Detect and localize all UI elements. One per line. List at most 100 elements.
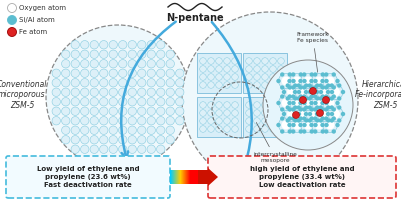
Circle shape: [301, 107, 306, 112]
Circle shape: [61, 79, 70, 87]
Circle shape: [8, 3, 16, 12]
Circle shape: [287, 79, 291, 83]
Circle shape: [245, 66, 252, 72]
Circle shape: [253, 102, 260, 108]
Circle shape: [275, 123, 280, 127]
Circle shape: [307, 96, 311, 101]
Circle shape: [281, 112, 286, 116]
Circle shape: [301, 72, 306, 77]
Circle shape: [290, 116, 295, 121]
Circle shape: [71, 88, 79, 96]
Circle shape: [80, 79, 89, 87]
Circle shape: [340, 90, 344, 94]
Circle shape: [90, 107, 98, 115]
Circle shape: [175, 117, 184, 125]
Circle shape: [290, 107, 295, 112]
Circle shape: [137, 136, 146, 144]
Circle shape: [320, 123, 324, 127]
Circle shape: [291, 79, 295, 83]
Circle shape: [156, 117, 164, 125]
Circle shape: [118, 41, 127, 49]
Circle shape: [308, 87, 317, 96]
Circle shape: [156, 145, 164, 153]
FancyBboxPatch shape: [188, 170, 190, 184]
Circle shape: [301, 129, 306, 134]
Circle shape: [147, 41, 155, 49]
FancyBboxPatch shape: [190, 170, 192, 184]
Circle shape: [128, 117, 136, 125]
Circle shape: [289, 73, 304, 88]
Circle shape: [156, 41, 164, 49]
FancyBboxPatch shape: [198, 170, 199, 184]
FancyBboxPatch shape: [194, 170, 195, 184]
Circle shape: [303, 83, 308, 88]
Circle shape: [137, 145, 146, 153]
Circle shape: [312, 85, 317, 90]
FancyBboxPatch shape: [184, 170, 185, 184]
FancyBboxPatch shape: [184, 170, 186, 184]
FancyBboxPatch shape: [174, 170, 176, 184]
Circle shape: [314, 105, 319, 110]
Circle shape: [334, 101, 339, 105]
Circle shape: [285, 96, 289, 101]
Circle shape: [261, 118, 267, 124]
Circle shape: [308, 109, 317, 118]
Circle shape: [287, 85, 291, 90]
Text: Framework
Fe species: Framework Fe species: [296, 32, 328, 72]
Circle shape: [323, 72, 328, 77]
Circle shape: [269, 66, 275, 72]
Circle shape: [277, 126, 284, 132]
Circle shape: [309, 87, 316, 94]
Circle shape: [166, 50, 174, 58]
Circle shape: [137, 117, 146, 125]
Circle shape: [303, 112, 308, 116]
Circle shape: [118, 88, 127, 96]
Circle shape: [325, 76, 334, 85]
Circle shape: [312, 116, 317, 121]
Circle shape: [207, 110, 214, 116]
Circle shape: [322, 117, 337, 132]
Circle shape: [303, 118, 308, 123]
Circle shape: [166, 98, 174, 106]
FancyBboxPatch shape: [170, 170, 171, 184]
Circle shape: [307, 112, 312, 116]
Circle shape: [71, 107, 79, 115]
Circle shape: [223, 118, 230, 124]
Circle shape: [253, 82, 260, 88]
Circle shape: [278, 95, 293, 110]
Circle shape: [128, 50, 136, 58]
Circle shape: [147, 60, 155, 68]
Circle shape: [336, 105, 340, 110]
Circle shape: [137, 69, 146, 77]
Circle shape: [303, 90, 308, 94]
Circle shape: [323, 107, 328, 112]
Circle shape: [320, 94, 324, 99]
Circle shape: [320, 85, 324, 90]
Circle shape: [298, 123, 302, 127]
Circle shape: [320, 79, 324, 83]
Circle shape: [223, 58, 230, 64]
Circle shape: [302, 79, 306, 83]
Circle shape: [99, 60, 108, 68]
Circle shape: [323, 94, 328, 99]
Circle shape: [301, 94, 306, 99]
Circle shape: [52, 79, 60, 87]
Circle shape: [312, 79, 317, 83]
Circle shape: [314, 98, 323, 107]
Circle shape: [128, 98, 136, 106]
Circle shape: [147, 117, 155, 125]
Circle shape: [281, 98, 290, 107]
Circle shape: [307, 83, 311, 88]
Circle shape: [309, 85, 313, 90]
Circle shape: [207, 58, 214, 64]
Circle shape: [207, 82, 214, 88]
Circle shape: [156, 79, 164, 87]
Circle shape: [275, 79, 280, 83]
Circle shape: [52, 69, 60, 77]
Circle shape: [269, 110, 275, 116]
Circle shape: [175, 98, 184, 106]
Circle shape: [314, 120, 323, 130]
Circle shape: [52, 98, 60, 106]
Circle shape: [166, 117, 174, 125]
Circle shape: [325, 98, 334, 107]
